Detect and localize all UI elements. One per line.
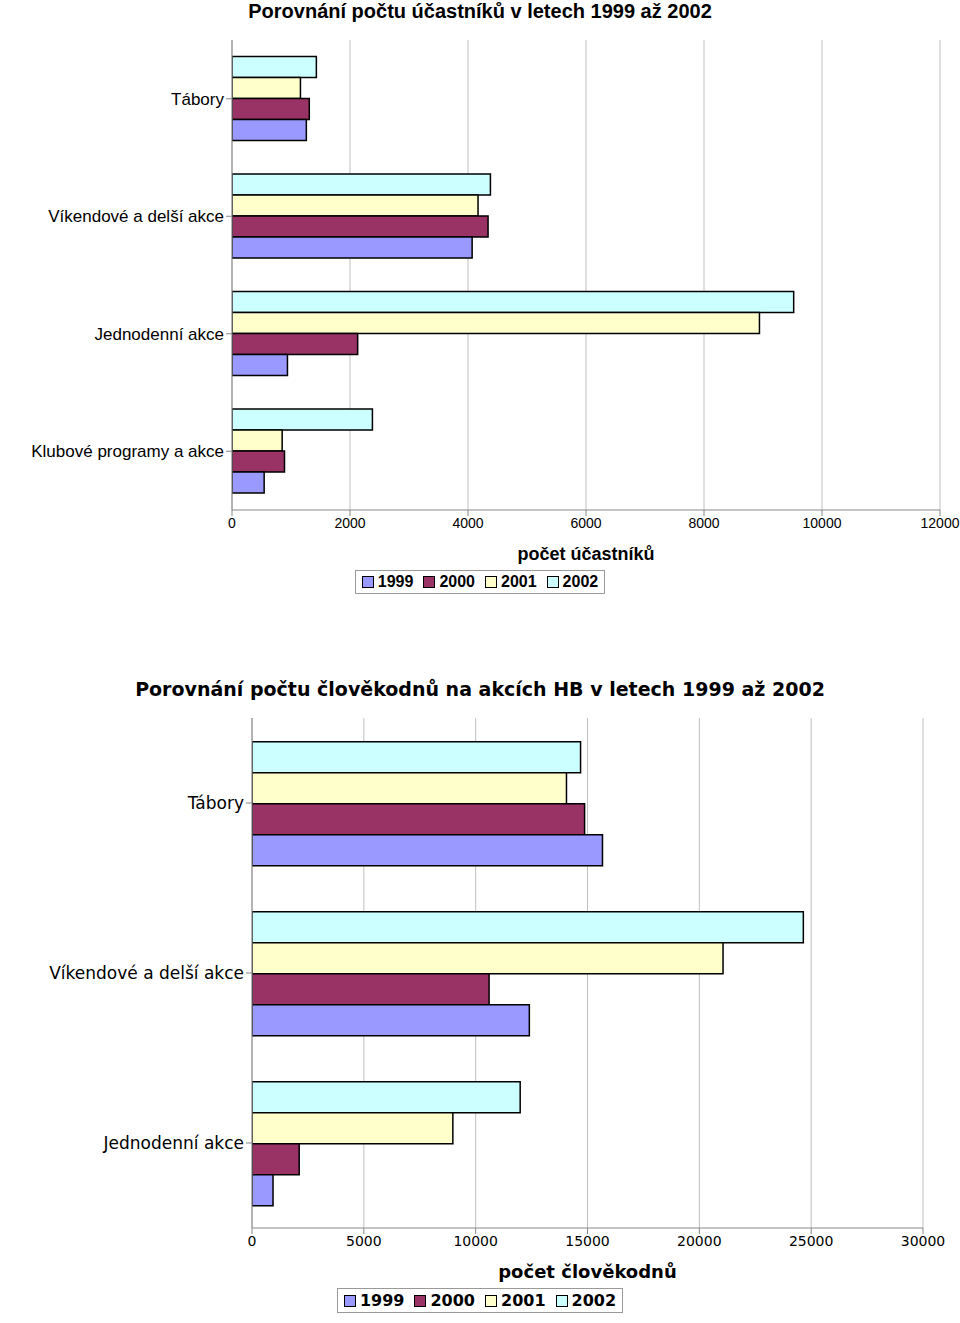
svg-text:10000: 10000 <box>803 515 842 531</box>
html-text:Porovnání počtu člověkodnů na: Porovnání počtu člověkodnů na akcích HB … <box>135 678 825 700</box>
svg-text:0: 0 <box>248 1233 257 1249</box>
svg-text:5000: 5000 <box>346 1233 382 1249</box>
html-text:2002: 2002 <box>571 1291 617 1310</box>
html-text:2001: 2001 <box>501 1291 546 1310</box>
svg-text:Tábory: Tábory <box>171 90 224 109</box>
svg-text:2000: 2000 <box>334 515 365 531</box>
html-text:Porovnání počtu účastníků v le: Porovnání počtu účastníků v letech 1999 … <box>248 0 712 22</box>
svg-text:počet účastníků: počet účastníků <box>517 544 654 564</box>
svg-text:30000: 30000 <box>901 1233 946 1249</box>
svg-text:Jednodenní akce: Jednodenní akce <box>103 1133 244 1153</box>
html-text:2000: 2000 <box>439 573 475 590</box>
svg-text:25000: 25000 <box>789 1233 834 1249</box>
svg-text:15000: 15000 <box>565 1233 610 1249</box>
svg-text:Klubové programy a akce: Klubové programy a akce <box>31 442 224 461</box>
svg-text:Jednodenní akce: Jednodenní akce <box>95 325 225 344</box>
html-text:2002: 2002 <box>562 573 599 590</box>
svg-text:počet člověkodnů: počet člověkodnů <box>498 1261 677 1282</box>
svg-text:Tábory: Tábory <box>187 793 244 813</box>
svg-text:Víkendové a delší akce: Víkendové a delší akce <box>49 963 244 983</box>
svg-text:6000: 6000 <box>570 515 601 531</box>
svg-text:20000: 20000 <box>677 1233 722 1249</box>
svg-text:12000: 12000 <box>921 515 952 531</box>
svg-text:0: 0 <box>228 515 236 531</box>
svg-text:10000: 10000 <box>453 1233 498 1249</box>
html-text:2001: 2001 <box>501 573 537 590</box>
svg-text:Víkendové a delší akce: Víkendové a delší akce <box>48 207 224 226</box>
html-text:2000: 2000 <box>430 1291 475 1310</box>
svg-text:8000: 8000 <box>688 515 719 531</box>
html-text:1999: 1999 <box>377 573 414 590</box>
svg-text:4000: 4000 <box>452 515 483 531</box>
html-text:1999: 1999 <box>359 1291 405 1310</box>
